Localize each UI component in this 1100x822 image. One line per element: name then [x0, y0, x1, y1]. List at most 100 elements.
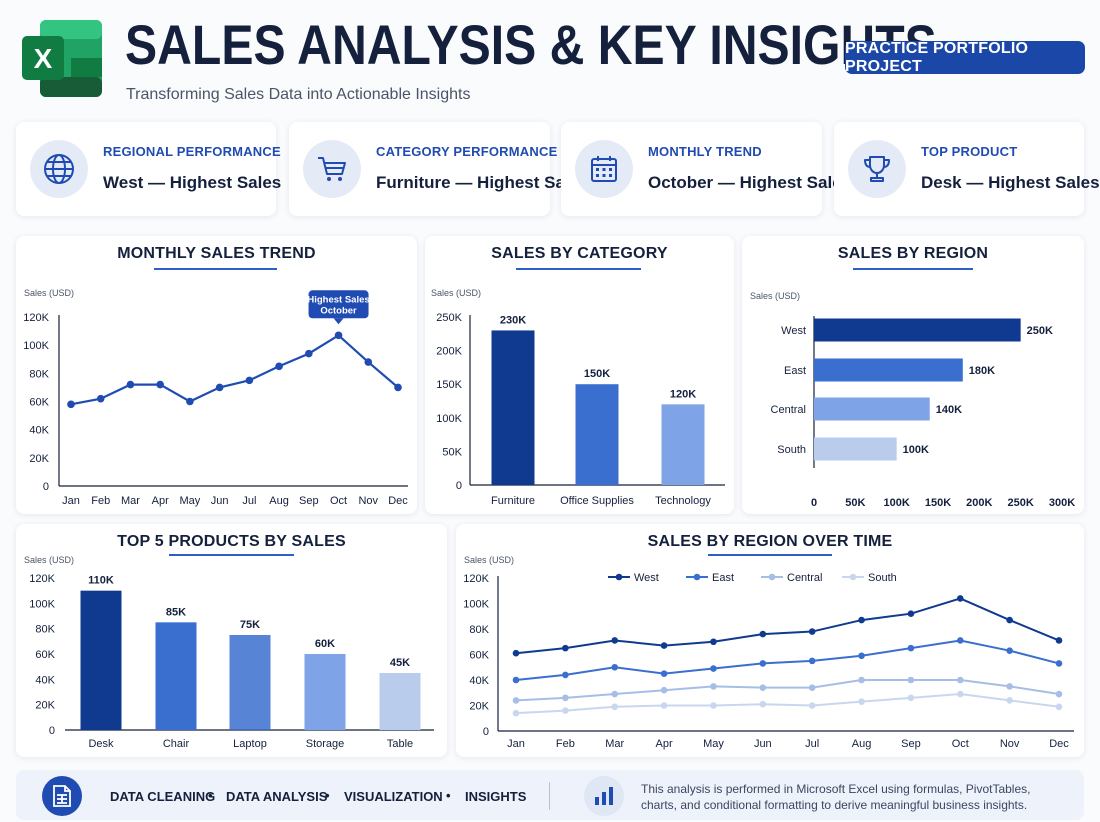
y-tick-label: 100K	[463, 599, 489, 611]
data-point	[562, 644, 569, 652]
x-tick-label: Aug	[269, 495, 289, 507]
footer-step: DATA CLEANING	[110, 789, 216, 804]
x-tick-label: 200K	[966, 497, 992, 509]
y-tick-label: 20K	[469, 701, 489, 713]
x-tick-label: Furniture	[491, 495, 535, 507]
region-over-time-chart: Sales (USD) 0 20K 40K 60K 80K 100K 120K Jan Feb Ma…	[463, 555, 1074, 750]
y-axis-label: Sales (USD)	[24, 288, 74, 298]
kpi-value: October — Highest Sales	[648, 173, 852, 192]
data-point	[334, 331, 343, 340]
monthly-trend-panel: MONTHLY SALES TREND Sales (USD) 0 20K 40K 60…	[16, 236, 417, 514]
data-point	[96, 394, 105, 403]
data-point	[394, 383, 402, 392]
y-tick-label: 60K	[35, 649, 55, 661]
footer-divider	[549, 782, 550, 810]
data-point	[808, 657, 816, 665]
x-tick-label: Desk	[88, 738, 114, 750]
data-point	[858, 698, 865, 705]
annotation-callout	[308, 290, 369, 319]
x-tick-label: Oct	[952, 738, 969, 750]
y-tick-label: 0	[456, 480, 462, 492]
title-underline	[516, 268, 641, 270]
data-point	[186, 397, 194, 406]
data-point	[1006, 697, 1013, 704]
series-line	[70, 333, 399, 406]
annotation-text: Highest Sales	[307, 294, 369, 305]
page-subtitle: Transforming Sales Data into Actionable …	[126, 86, 471, 103]
y-tick-label: 20K	[35, 700, 55, 712]
kpi-label: REGIONAL PERFORMANCE	[103, 144, 281, 159]
chart-title: SALES BY CATEGORY	[491, 245, 668, 262]
data-label: 230K	[500, 314, 526, 326]
data-point	[956, 595, 964, 602]
data-point	[907, 694, 915, 702]
cart-icon	[303, 140, 361, 198]
category-label: West	[781, 325, 806, 337]
x-tick-label: 0	[811, 497, 817, 509]
category-panel: SALES BY CATEGORY Sales (USD) 0 50K 100K 150…	[425, 236, 734, 514]
y-tick-label: 40K	[35, 674, 55, 686]
x-tick-label: Table	[387, 738, 413, 750]
top-products-panel: TOP 5 PRODUCTS BY SALES Sales (USD) 0 20K 4…	[16, 524, 447, 757]
y-tick-label: 40K	[469, 675, 489, 687]
footer-separator: •	[446, 788, 451, 803]
data-point	[1055, 703, 1063, 711]
bar	[491, 330, 535, 485]
region-over-time-panel: SALES BY REGION OVER TIME Sales (USD) 0 20…	[456, 524, 1084, 757]
data-point	[1055, 660, 1063, 667]
title-underline	[169, 554, 294, 556]
data-point	[1006, 616, 1013, 624]
trophy-icon	[848, 140, 906, 198]
series-line-south	[515, 693, 1060, 715]
x-tick-label: May	[180, 495, 201, 507]
x-tick-label: Oct	[330, 495, 347, 507]
x-tick-label: Apr	[656, 738, 673, 750]
footer-separator: •	[325, 788, 330, 803]
footer-step: DATA ANALYSIS	[226, 789, 328, 804]
y-tick-label: 120K	[23, 312, 49, 324]
y-tick-label: 0	[483, 726, 489, 738]
x-tick-label: Dec	[388, 495, 408, 507]
data-label: 250K	[1027, 325, 1053, 337]
y-tick-label: 0	[43, 481, 49, 493]
legend-marker	[849, 573, 857, 581]
data-point	[956, 637, 964, 644]
chart-title: SALES BY REGION	[837, 245, 989, 262]
x-tick-label: Technology	[655, 495, 711, 507]
y-tick-label: 50K	[442, 446, 462, 458]
data-point	[660, 702, 668, 709]
x-tick-label: Sep	[299, 495, 319, 507]
annotation-pointer	[333, 318, 344, 325]
data-point	[562, 671, 569, 679]
data-label: 150K	[584, 368, 610, 380]
x-tick-label: May	[703, 738, 724, 750]
data-label: 85K	[166, 606, 186, 618]
data-label: 100K	[903, 444, 929, 456]
y-tick-label: 100K	[436, 413, 462, 425]
data-point	[710, 638, 717, 646]
data-point	[759, 630, 767, 638]
x-tick-label: Feb	[556, 738, 575, 750]
data-point	[660, 686, 668, 694]
bar	[80, 590, 122, 730]
x-tick-label: Nov	[358, 495, 378, 507]
y-tick-label: 80K	[469, 624, 489, 636]
data-point	[956, 676, 964, 684]
footer-note: This analysis is performed in Microsoft …	[641, 782, 1031, 812]
y-tick-label: 60K	[29, 397, 49, 409]
series-line-east	[515, 639, 1060, 681]
x-tick-label: 300K	[1049, 497, 1075, 509]
x-tick-label: Apr	[152, 495, 169, 507]
header: X SALES ANALYSIS & KEY INSIGHTS Transfor…	[0, 0, 1100, 115]
data-label: 45K	[390, 657, 410, 669]
legend-label: South	[868, 572, 897, 584]
x-tick-label: Jul	[242, 495, 256, 507]
annotation-text: October	[320, 305, 357, 316]
monthly-trend-chart: Sales (USD) 0 20K 40K 60K 80K 100K 120K Jan Feb Ma…	[23, 288, 408, 507]
bar	[155, 622, 197, 730]
data-point	[710, 702, 717, 709]
category-label: East	[784, 365, 806, 377]
data-point	[611, 663, 619, 671]
y-tick-label: 80K	[35, 624, 55, 636]
data-point	[156, 380, 164, 389]
